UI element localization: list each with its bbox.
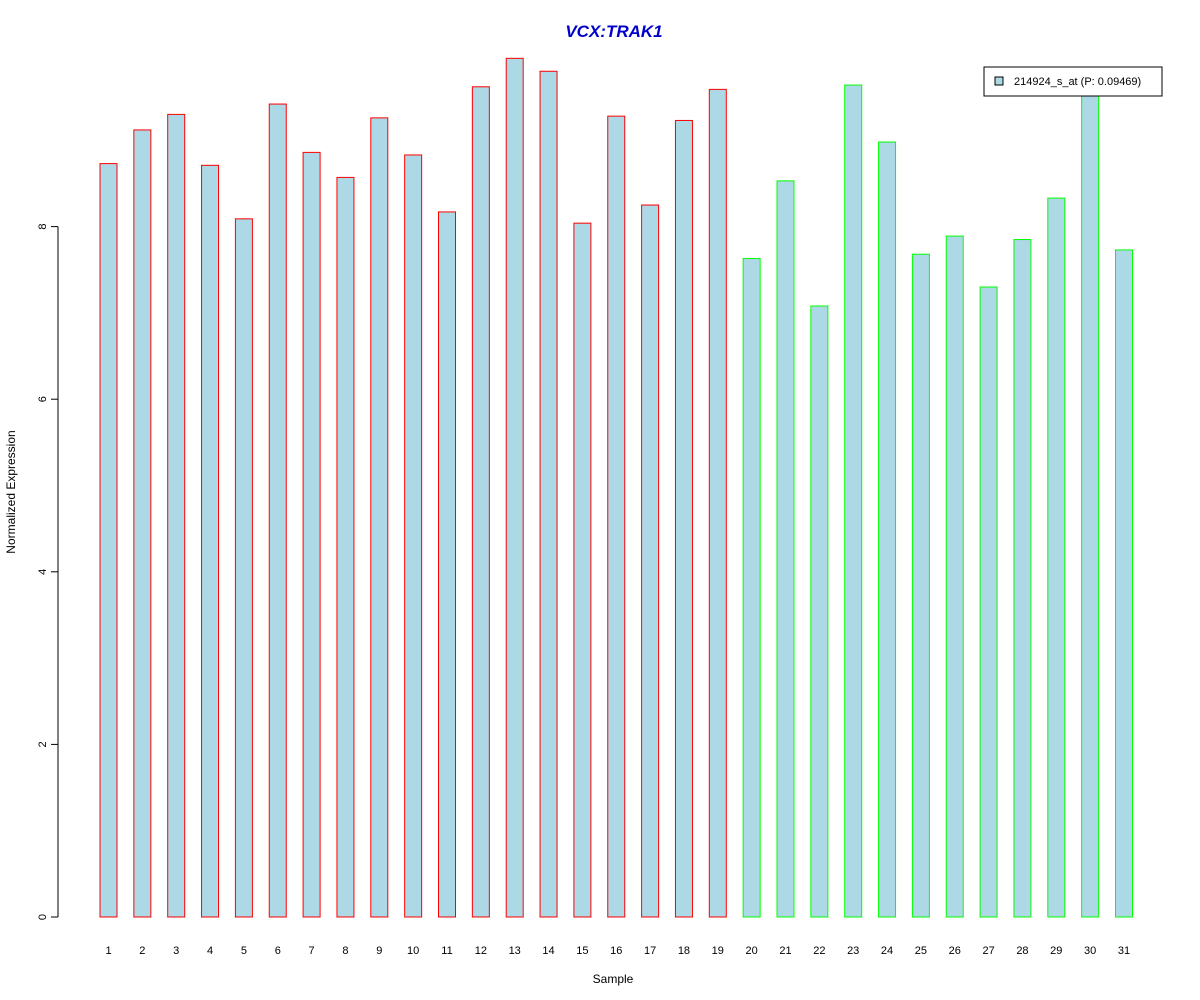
bar-sample-3	[167, 113, 186, 918]
legend: 214924_s_at (P: 0.09469)	[983, 66, 1163, 97]
bar-sample-31	[1115, 249, 1133, 918]
bar-sample-23	[844, 84, 863, 918]
x-tick-label: 30	[1084, 945, 1096, 957]
legend-label: 214924_s_at (P: 0.09469)	[1014, 76, 1141, 88]
bar-sample-21	[776, 180, 795, 918]
x-tick-label: 8	[342, 945, 348, 957]
x-tick-label: 14	[542, 945, 554, 957]
x-tick-label: 28	[1016, 945, 1028, 957]
bars-group	[99, 57, 1133, 918]
bar-sample-9	[370, 117, 389, 918]
x-tick-label: 12	[475, 945, 487, 957]
bar-sample-4	[201, 164, 220, 918]
bar-sample-29	[1047, 197, 1066, 918]
bar-sample-18	[674, 119, 693, 918]
x-tick-label: 15	[576, 945, 588, 957]
bar-sample-14	[539, 70, 558, 918]
bar-sample-16	[607, 115, 626, 918]
y-tick-label: 6	[37, 396, 49, 402]
x-axis-title: Sample	[593, 972, 634, 986]
y-axis-title: Normalized Expression	[4, 430, 18, 553]
x-tick-label: 22	[813, 945, 825, 957]
bar-sample-8	[336, 176, 355, 918]
bar-sample-2	[133, 129, 152, 918]
x-tick-label: 23	[847, 945, 859, 957]
bar-sample-17	[641, 204, 660, 918]
x-tick-label: 29	[1050, 945, 1062, 957]
chart-title: VCX:TRAK1	[565, 22, 662, 41]
x-tick-label: 17	[644, 945, 656, 957]
bar-sample-25	[911, 253, 930, 918]
y-tick-label: 8	[37, 224, 49, 230]
x-tick-label: 16	[610, 945, 622, 957]
x-tick-label: 19	[712, 945, 724, 957]
x-tick-label: 7	[309, 945, 315, 957]
bar-sample-20	[742, 258, 761, 918]
x-tick-label: 25	[915, 945, 927, 957]
y-axis: 0 2 4 6 8	[37, 224, 59, 920]
x-tick-label: 21	[779, 945, 791, 957]
x-tick-label: 3	[173, 945, 179, 957]
y-tick-label: 2	[37, 741, 49, 747]
bar-sample-13	[505, 57, 524, 918]
x-tick-label: 1	[105, 945, 111, 957]
x-tick-label: 13	[509, 945, 521, 957]
x-tick-label: 27	[982, 945, 994, 957]
x-tick-label: 31	[1118, 945, 1130, 957]
bar-sample-5	[234, 218, 253, 918]
x-tick-label: 20	[746, 945, 758, 957]
bar-sample-6	[268, 103, 287, 918]
x-tick-label: 6	[275, 945, 281, 957]
y-tick-label: 4	[37, 569, 49, 575]
bar-sample-22	[810, 305, 829, 918]
legend-box	[983, 66, 1163, 97]
x-tick-label: 4	[207, 945, 213, 957]
x-tick-label: 10	[407, 945, 419, 957]
x-tick-label: 26	[949, 945, 961, 957]
bar-sample-11	[438, 211, 456, 918]
bar-sample-26	[945, 235, 964, 918]
bar-sample-12	[471, 86, 490, 918]
bar-sample-27	[979, 286, 998, 918]
x-tick-label: 9	[376, 945, 382, 957]
x-tick-label: 11	[441, 945, 452, 957]
x-tick-labels: 1 2 3 4 5 6 7 8 9 10 11 12 13 14 15 16 17 18 19 20 21 22 23 24 2…	[105, 945, 1130, 957]
legend-swatch	[994, 76, 1004, 86]
bar-sample-10	[404, 154, 423, 918]
bar-sample-1	[99, 163, 118, 918]
bar-sample-7	[302, 151, 321, 918]
bar-sample-15	[573, 222, 592, 918]
bar-sample-24	[878, 141, 897, 918]
bar-sample-19	[708, 88, 727, 918]
bar-sample-28	[1013, 239, 1032, 918]
bar-sample-30	[1081, 87, 1100, 918]
y-tick-label: 0	[37, 914, 49, 920]
x-tick-label: 24	[881, 945, 893, 957]
x-tick-label: 18	[678, 945, 690, 957]
x-tick-label: 5	[241, 945, 247, 957]
x-tick-label: 2	[139, 945, 145, 957]
